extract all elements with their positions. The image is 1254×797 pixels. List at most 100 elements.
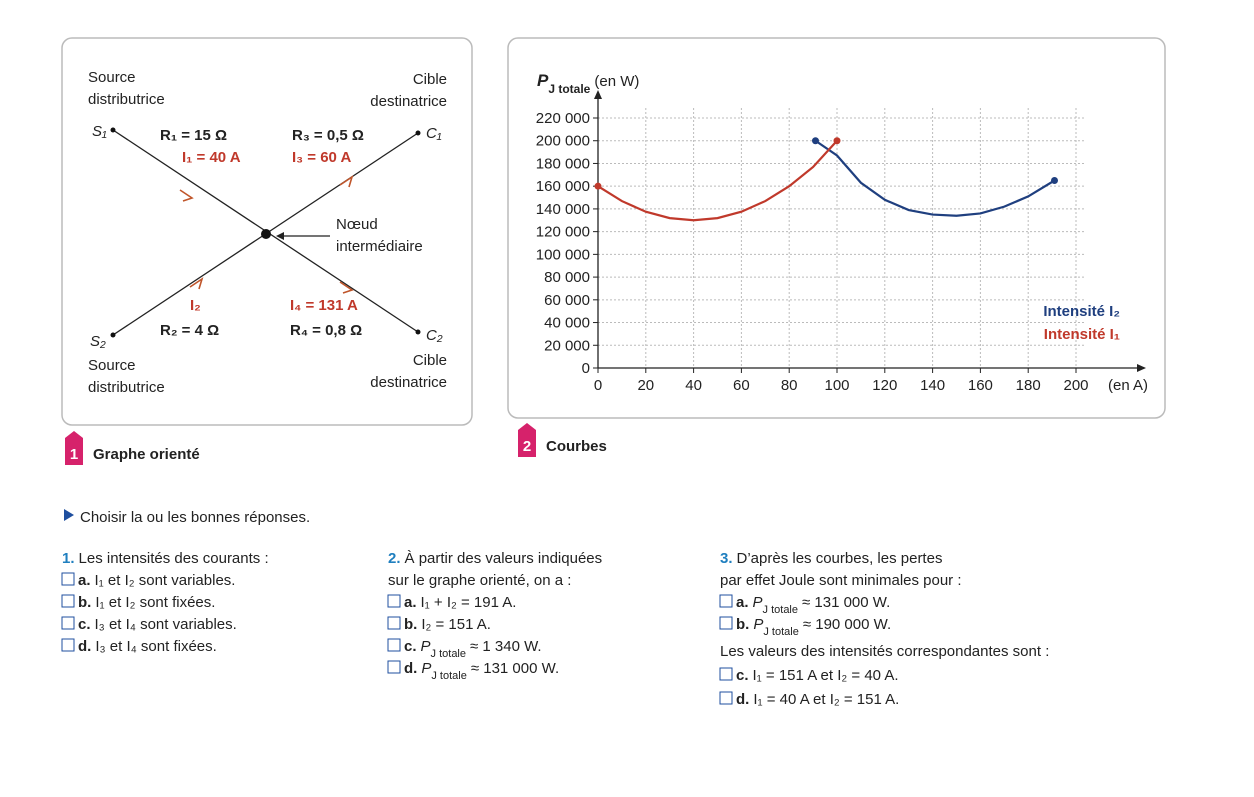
node-label: destinatrice [370, 93, 447, 110]
node-symbol: S₁ [92, 123, 107, 140]
checkbox[interactable] [61, 638, 75, 652]
node-label: Cible [413, 352, 447, 369]
checkbox[interactable] [719, 594, 733, 608]
answer-text: I₂ = 151 A. [421, 616, 491, 633]
x-tick-label: 180 [1016, 377, 1041, 394]
question-number: 1. [62, 550, 75, 567]
question: 2. À partir des valeurs indiquées [388, 550, 602, 567]
node-dot [110, 332, 116, 338]
answer-letter: d. [78, 638, 91, 655]
badge-number: 1 [70, 446, 78, 463]
question-line: par effet Joule sont minimales pour : [720, 572, 962, 589]
figure-1-frame [61, 37, 473, 426]
y-axis-label: PJ totale (en W) [537, 71, 639, 96]
answer-text: ≈ 1 340 W. [470, 638, 542, 655]
node-dot [415, 130, 421, 136]
answer: c. I₁ = 151 A et I₂ = 40 A. [736, 667, 899, 684]
y-tick-label: 80 000 [544, 269, 590, 286]
answer-subscript: J totale [431, 670, 466, 682]
badge-number: 2 [523, 438, 531, 455]
y-tick-label: 100 000 [536, 246, 590, 263]
y-axis-arrow [594, 90, 602, 99]
question-number: 3. [720, 550, 733, 567]
answer-symbol: P [753, 616, 763, 633]
checkbox[interactable] [719, 616, 733, 630]
node-label: distributrice [88, 379, 165, 396]
checkbox[interactable] [61, 594, 75, 608]
x-tick-label: 200 [1063, 377, 1088, 394]
checkbox[interactable] [387, 638, 401, 652]
x-tick-label: 0 [594, 377, 602, 394]
center-label: Nœud [336, 216, 378, 233]
current: I₁ = 40 A [182, 149, 241, 166]
answer: c. PJ totale ≈ 1 340 W. [404, 638, 542, 660]
checkbox[interactable] [61, 616, 75, 630]
legend-entry: Intensité I₁ [1044, 326, 1120, 343]
y-label-subscript: J totale [548, 82, 590, 96]
answer-letter: d. [404, 660, 417, 677]
answer-text: I₁ et I₂ sont fixées. [95, 594, 215, 611]
checkbox[interactable] [387, 660, 401, 674]
end-point [1050, 177, 1058, 184]
node-symbol: S₂ [90, 333, 106, 350]
node-symbol: C₁ [426, 125, 442, 142]
x-tick-label: 140 [920, 377, 945, 394]
answer-text: ≈ 131 000 W. [471, 660, 559, 677]
answer-symbol: P [753, 594, 763, 611]
resistance: R₂ = 4 Ω [160, 322, 219, 339]
node-label: Source [88, 357, 136, 374]
y-tick-label: 60 000 [544, 292, 590, 309]
answer-letter: c. [736, 667, 749, 684]
x-tick-label: 100 [824, 377, 849, 394]
y-tick-label: 140 000 [536, 201, 590, 218]
resistance: R₃ = 0,5 Ω [292, 127, 364, 144]
answer-subscript: J totale [763, 604, 798, 616]
x-axis-label: (en A) [1108, 377, 1148, 394]
y-tick-label: 0 [582, 360, 590, 377]
question-line: sur le graphe orienté, on a : [388, 572, 571, 589]
figure-caption: Courbes [546, 438, 607, 455]
node-dot [110, 127, 116, 133]
checkbox[interactable] [387, 616, 401, 630]
answer: d. I₃ et I₄ sont fixées. [78, 638, 217, 655]
answer-text: I₁ = 40 A et I₂ = 151 A. [753, 691, 899, 708]
checkbox[interactable] [387, 594, 401, 608]
answer-symbol: P [421, 660, 431, 677]
answer-text: ≈ 131 000 W. [802, 594, 890, 611]
answer-subscript: J totale [763, 626, 798, 638]
checkbox[interactable] [61, 572, 75, 586]
series-line [597, 139, 838, 222]
x-tick-label: 120 [872, 377, 897, 394]
answer: b. PJ totale ≈ 190 000 W. [736, 616, 891, 638]
question-line: À partir des valeurs indiquées [405, 550, 603, 567]
badge-1 [65, 431, 83, 465]
y-tick-label: 120 000 [536, 224, 590, 241]
checkbox[interactable] [719, 667, 733, 681]
x-tick-label: 20 [637, 377, 654, 394]
x-tick-label: 160 [968, 377, 993, 394]
pointer-head [276, 232, 284, 240]
question-number: 2. [388, 550, 401, 567]
question: 1. Les intensités des courants : [62, 550, 269, 567]
answer: b. I₁ et I₂ sont fixées. [78, 594, 215, 611]
y-tick-label: 40 000 [544, 315, 590, 332]
answer-text: I₁ = 151 A et I₂ = 40 A. [753, 667, 899, 684]
current: I₃ = 60 A [292, 149, 351, 166]
arrowheads [179, 175, 354, 294]
center-node [261, 229, 271, 239]
answer-letter: a. [736, 594, 749, 611]
node-label: Source [88, 69, 136, 86]
answer-letter: c. [78, 616, 91, 633]
answer: d. I₁ = 40 A et I₂ = 151 A. [736, 691, 899, 708]
checkbox[interactable] [719, 691, 733, 705]
instruction: Choisir la ou les bonnes réponses. [80, 509, 310, 526]
y-label-unit: (en W) [594, 73, 639, 90]
series-line [814, 139, 1056, 217]
current: I₄ = 131 A [290, 297, 358, 314]
x-axis-arrow [1137, 364, 1146, 372]
answer-letter: b. [404, 616, 417, 633]
answer-letter: b. [78, 594, 91, 611]
answer-letter: d. [736, 691, 749, 708]
x-tick-label: 80 [781, 377, 798, 394]
